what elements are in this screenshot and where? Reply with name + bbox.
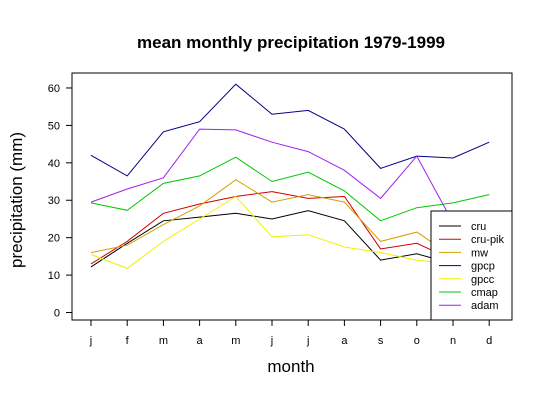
series-line-cru	[90, 210, 490, 268]
series-line-cmap	[90, 156, 490, 222]
y-tick-label: 10	[48, 270, 60, 282]
series-line-gpcp	[90, 83, 490, 177]
legend-label-adam: adam	[471, 300, 499, 312]
legend-label-gpcp: gpcp	[471, 261, 495, 273]
x-tick-label: m	[231, 335, 240, 347]
series-line-mw	[90, 179, 490, 257]
x-tick-label: j	[306, 335, 309, 347]
y-tick-label: 50	[48, 120, 60, 132]
x-tick-label: a	[341, 335, 348, 347]
legend-label-mw: mw	[471, 247, 488, 259]
series-line-cru-pik	[90, 191, 490, 265]
x-tick-label: m	[159, 335, 168, 347]
x-tick-label: a	[197, 335, 204, 347]
y-tick-label: 40	[48, 158, 60, 170]
y-tick-label: 60	[48, 83, 60, 95]
x-tick-label: j	[89, 335, 92, 347]
legend-label-gpcc: gpcc	[471, 274, 495, 286]
plot-frame	[71, 72, 513, 321]
legend-label-cru-pik: cru-pik	[471, 234, 505, 246]
x-tick-label: d	[486, 335, 492, 347]
x-tick-label: n	[450, 335, 456, 347]
y-tick-label: 20	[48, 233, 60, 245]
series-lines	[90, 83, 490, 269]
x-tick-label: f	[126, 335, 130, 347]
x-tick-label: o	[414, 335, 420, 347]
x-tick-label: j	[270, 335, 273, 347]
y-tick-label: 30	[48, 195, 60, 207]
x-axis-title: month	[267, 357, 314, 376]
y-axis-title: precipitation (mm)	[7, 132, 26, 268]
y-tick-label: 0	[54, 308, 60, 320]
series-line-gpcc	[90, 195, 490, 269]
axes: j f m a m j j a s o n d 0 10 20 30 40 50 60	[48, 83, 493, 347]
series-line-adam	[90, 128, 490, 224]
legend-label-cmap: cmap	[471, 287, 498, 299]
legend-label-cru: cru	[471, 221, 486, 233]
chart-title: mean monthly precipitation 1979-1999	[137, 33, 445, 52]
x-tick-label: s	[378, 335, 384, 347]
